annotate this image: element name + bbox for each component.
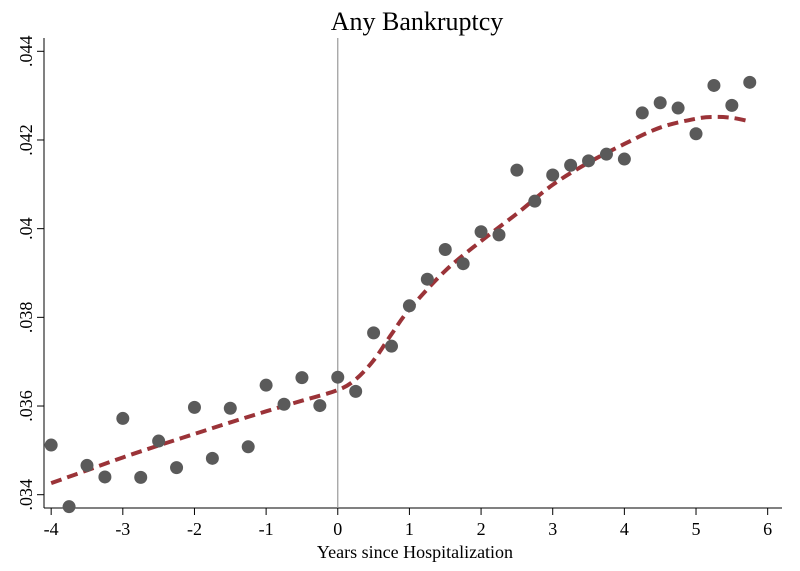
data-point xyxy=(349,384,363,398)
y-tick-label: .036 xyxy=(16,390,36,422)
data-point xyxy=(44,438,58,452)
data-point xyxy=(725,98,739,112)
data-point xyxy=(277,397,291,411)
data-point xyxy=(187,400,201,414)
data-point xyxy=(367,326,381,340)
data-point xyxy=(313,399,327,413)
x-tick-label: -1 xyxy=(259,519,274,539)
x-tick-label: 0 xyxy=(333,519,342,539)
data-point xyxy=(599,147,613,161)
x-tick-label: -2 xyxy=(187,519,202,539)
x-tick-label: 6 xyxy=(763,519,772,539)
data-point xyxy=(134,470,148,484)
data-point xyxy=(474,225,488,239)
data-point xyxy=(438,243,452,256)
data-point xyxy=(259,378,273,392)
data-point xyxy=(98,470,112,484)
y-tick-label: .04 xyxy=(16,217,36,240)
x-tick-label: 4 xyxy=(620,519,629,539)
fit-line xyxy=(50,114,751,486)
data-point xyxy=(707,78,721,92)
data-point xyxy=(743,75,757,89)
data-point xyxy=(223,401,237,415)
data-point xyxy=(671,101,685,115)
axes: -4 -3 -2 -1 0 1 2 3 4 5 6 .034 .036 .038 .04 .042 .044 xyxy=(16,36,782,539)
data-point xyxy=(528,194,542,208)
x-axis-title: Years since Hospitalization xyxy=(317,542,513,562)
data-point xyxy=(170,461,184,475)
data-point xyxy=(116,411,130,425)
data-point xyxy=(689,127,703,141)
x-tick-label: -4 xyxy=(44,519,59,539)
data-point xyxy=(402,299,416,313)
data-point xyxy=(385,339,399,353)
y-tick-label: .034 xyxy=(16,479,36,511)
x-tick-label: 1 xyxy=(405,519,414,539)
x-tick-label: 3 xyxy=(548,519,557,539)
data-point xyxy=(635,106,649,120)
data-point xyxy=(617,152,631,166)
chart-title: Any Bankruptcy xyxy=(331,7,504,36)
data-point xyxy=(456,257,470,271)
data-point xyxy=(331,370,345,384)
x-tick-label: 2 xyxy=(477,519,486,539)
data-point xyxy=(653,96,667,110)
data-point xyxy=(205,451,219,465)
data-point xyxy=(295,371,309,385)
data-point xyxy=(62,500,76,514)
data-point xyxy=(582,154,596,168)
data-point xyxy=(564,158,578,172)
data-point xyxy=(420,272,434,286)
data-point xyxy=(492,228,506,242)
x-tick-label: 5 xyxy=(692,519,701,539)
scatter-points xyxy=(44,75,757,514)
data-point xyxy=(80,458,94,472)
data-point xyxy=(546,168,560,182)
data-point xyxy=(152,434,166,448)
x-tick-label: -3 xyxy=(115,519,130,539)
y-tick-label: .038 xyxy=(16,302,36,334)
y-tick-label: .044 xyxy=(16,36,36,68)
y-tick-label: .042 xyxy=(16,124,36,156)
data-point xyxy=(241,440,255,454)
fit-line-path xyxy=(50,114,751,486)
data-point xyxy=(510,163,524,177)
